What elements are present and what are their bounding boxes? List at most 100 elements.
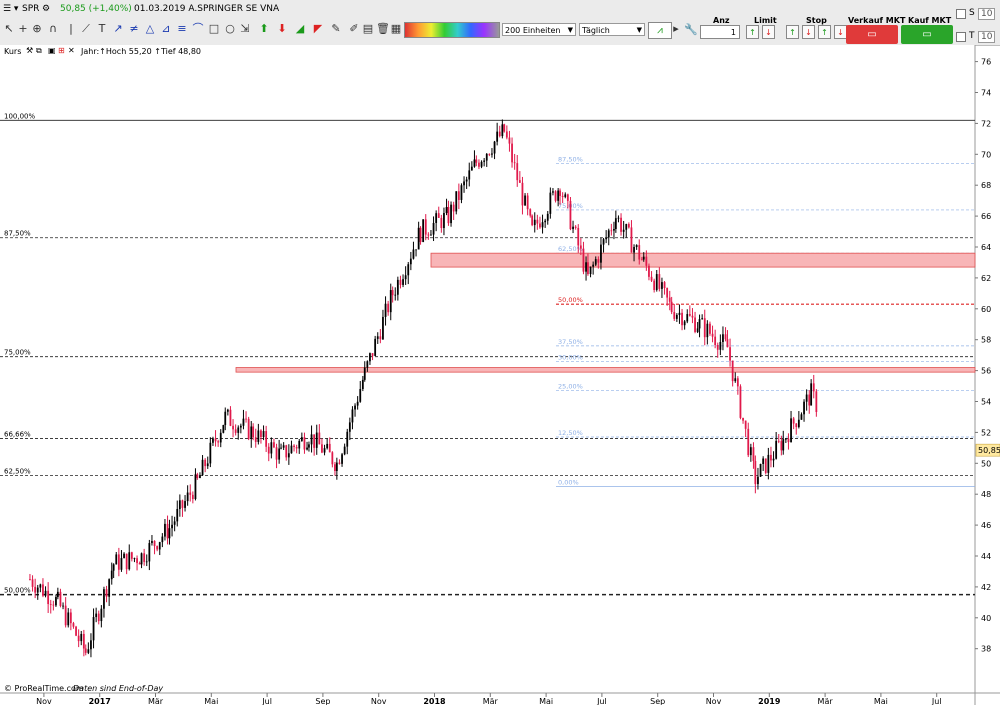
s-checkbox[interactable] [956,9,966,19]
rectangle-icon[interactable]: □ [208,22,220,35]
period-select[interactable]: Täglich ▼ [579,23,645,36]
trash-icon[interactable]: 🗑 [376,22,390,35]
fib-label: 37,50% [558,338,583,346]
candle-body [232,425,234,430]
retracement-label: 50,00% [4,587,31,595]
candle-body [650,276,653,281]
stop-label: Stop [806,16,827,25]
triangle-icon[interactable]: △ [145,22,155,35]
crosshair-icon[interactable]: + [18,22,28,35]
qty-input[interactable]: 1 [700,25,740,39]
s-stepper[interactable]: 10 [978,8,996,20]
text-icon[interactable]: T [98,22,106,35]
candle-body [123,553,125,559]
candle-body [698,319,701,329]
fib-retracement-icon[interactable]: ≡ [177,22,187,35]
stop-buy-button[interactable]: ↑ [786,25,799,39]
candle-body [138,563,141,565]
resistance-zone [235,367,976,373]
candle-body [600,244,602,263]
candle-body [468,170,471,180]
buy-market-button[interactable]: ▭ [901,25,953,44]
candle-body [744,420,747,429]
ellipse-icon[interactable]: ○ [225,22,235,35]
arc-icon[interactable]: ⌒ [192,22,204,35]
candle-body [412,249,415,259]
candle-body [810,383,813,406]
symbol-label[interactable]: SPR [22,4,40,14]
candle-body [374,338,377,356]
pen-icon[interactable]: ✐ [349,22,359,35]
brush-icon[interactable]: ✎ [331,22,341,35]
candle-body [544,220,547,223]
retracement-label: 75,00% [4,349,31,357]
line-tool-icon[interactable]: ↗ [113,22,123,35]
arrow-up-icon[interactable]: ⬆ [259,22,269,35]
candle-body [569,200,572,230]
candle-body [260,430,262,438]
chart-type-icon[interactable]: ⩘ [648,22,672,39]
y-tick-label: 76 [981,58,991,67]
candle-body [204,459,207,467]
t-stepper[interactable]: 10 [978,31,996,43]
settings-icon[interactable]: ⚙ [42,4,51,14]
candle-body [290,445,293,454]
candle-body [117,554,120,570]
candle-body [505,131,508,138]
t-checkbox[interactable] [956,32,966,42]
limit-sell-button[interactable]: ↓ [762,25,775,39]
close-icon[interactable]: ✕ [68,46,75,55]
candle-body [653,280,656,290]
object-list-icon[interactable]: ▤ [362,22,374,35]
candle-body [614,218,617,229]
arrow-icon[interactable]: ⇲ [240,22,250,35]
candle-body [678,312,681,315]
vertical-line-icon[interactable]: | [69,22,73,35]
candle-body [417,227,420,250]
candle-body [323,448,326,453]
candle-body [605,237,608,240]
candle-body [194,474,197,500]
candle-body [391,290,394,296]
stop-buy2-button[interactable]: ↑ [818,25,831,39]
sell-marker-icon[interactable]: ◤ [313,22,323,35]
chart-type-chevron-icon[interactable]: ▸ [673,22,679,35]
candle-body [663,282,666,289]
buy-marker-icon[interactable]: ◢ [295,22,305,35]
candle-body [178,500,181,510]
add-indicator-icon[interactable]: ⊞ [58,46,65,55]
candle-body [282,445,285,448]
candle-body [622,229,625,232]
limit-buy-button[interactable]: ↑ [746,25,759,39]
magnet-icon[interactable]: ∩ [48,22,58,35]
candle-body [262,431,265,438]
candle-body [181,500,184,508]
zoom-icon[interactable]: ⊕ [32,22,42,35]
properties-icon[interactable]: ▦ [390,22,402,35]
cursor-icon[interactable]: ↖ [4,22,14,35]
price-chart[interactable]: 38 40 42 44 46 48 50 52 54 56 58 60 62 64 66 68 70 72 74 76… [0,45,1000,705]
y-tick-label: 44 [981,552,991,561]
wrench-icon[interactable]: ⚒ [26,46,34,55]
menu-icon[interactable]: ☰ ▾ [3,4,19,14]
arrow-down-icon[interactable]: ⬇ [277,22,287,35]
units-select[interactable]: 200 Einheiten ▼ [502,23,576,36]
duplicate-icon[interactable]: ⧉ [36,46,42,55]
sell-market-button[interactable]: ▭ [846,25,898,44]
y-tick-label: 40 [981,614,991,623]
channel-icon[interactable]: ≠ [129,22,139,35]
x-tick-label: Nov [371,697,387,705]
candle-body [552,191,554,193]
candle-body [734,378,737,382]
stop-sell-button[interactable]: ↓ [802,25,815,39]
candle-body [257,430,260,442]
candle-body [587,262,589,275]
candle-body [242,418,245,426]
color-palette[interactable] [404,22,500,38]
candle-body [143,553,146,562]
fib-fan-icon[interactable]: ⊿ [161,22,171,35]
save-icon[interactable]: ▣ [48,46,56,55]
order-settings-icon[interactable]: 🔧 [684,23,698,36]
trendline-icon[interactable]: ⟋ [82,22,90,35]
candle-body [407,264,410,276]
